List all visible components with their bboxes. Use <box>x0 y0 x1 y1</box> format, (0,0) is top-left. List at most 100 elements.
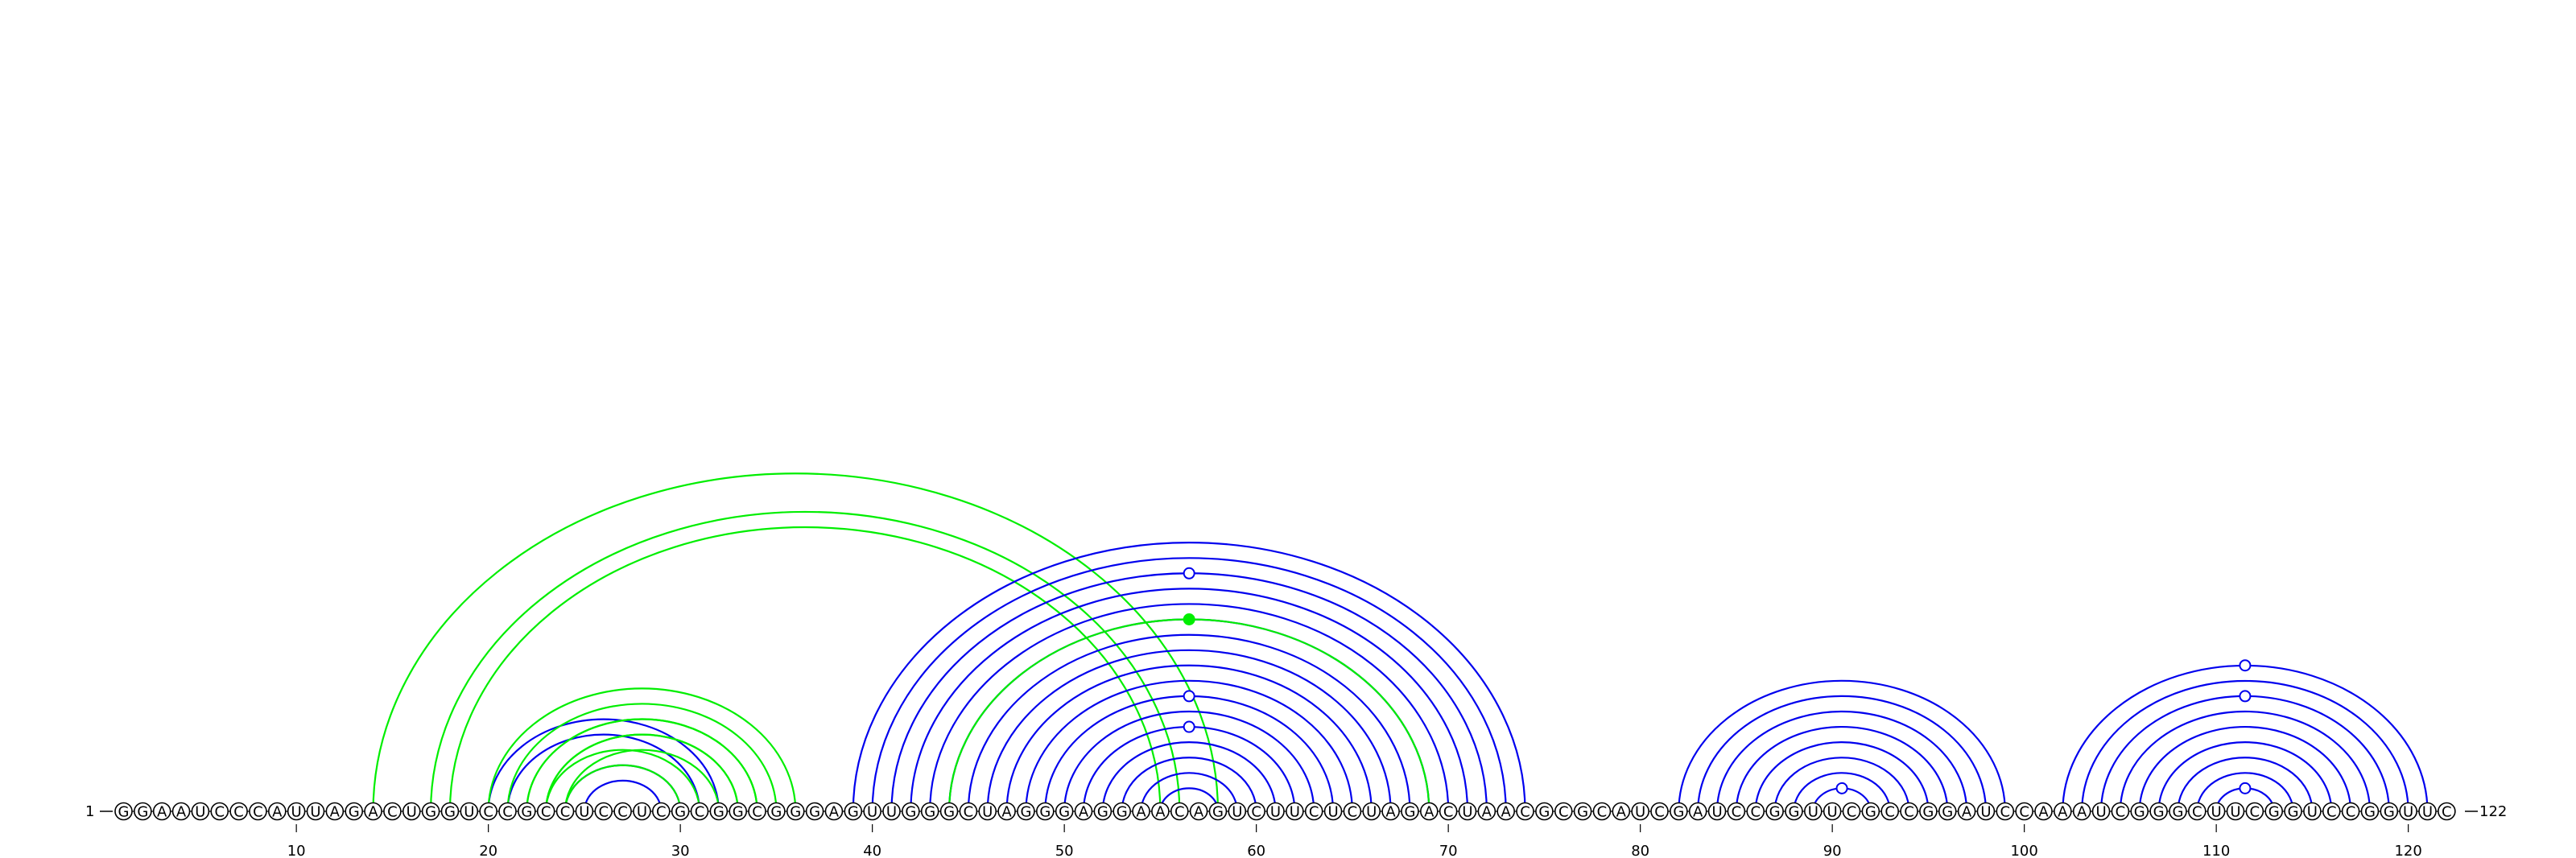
base-pair-arc <box>1697 695 1988 812</box>
nucleotide: G <box>805 802 824 821</box>
nucleotide-circle <box>997 802 1016 821</box>
nucleotide-circle <box>1573 802 1592 821</box>
nucleotide-letter: A <box>330 804 341 821</box>
nucleotide: G <box>920 802 939 821</box>
nucleotide: A <box>1381 802 1400 821</box>
nucleotide-letter: C <box>253 804 263 821</box>
nucleotide-letter: G <box>2288 804 2299 821</box>
nucleotide-circle <box>287 802 306 821</box>
nucleotide-letter: U <box>310 804 320 821</box>
base-pair-arc <box>1082 725 1296 812</box>
nucleotide-letter: A <box>272 804 283 821</box>
nucleotide: C <box>1516 802 1534 821</box>
nucleotide-letter: C <box>2116 804 2126 821</box>
nucleotide-circle <box>1208 802 1228 821</box>
nucleotide: G <box>440 802 460 821</box>
nucleotide-letter: U <box>2307 804 2318 821</box>
tick-label: 20 <box>479 843 497 858</box>
nucleotide-circle <box>959 802 978 821</box>
nucleotide-circle <box>1170 802 1189 821</box>
nucleotide-circle <box>1113 802 1131 821</box>
base-pair-arc <box>564 764 682 812</box>
nucleotide-circle <box>1420 802 1439 821</box>
nucleotide-circle <box>1017 802 1035 821</box>
base-pair-arc <box>910 588 1469 812</box>
nucleotide-circle <box>594 802 613 821</box>
nucleotide-circle <box>767 802 786 821</box>
nucleotide: U <box>1362 802 1381 821</box>
nucleotide-letter: U <box>2211 804 2222 821</box>
nucleotide: U <box>2418 802 2437 821</box>
nucleotide-circle <box>460 802 479 821</box>
nucleotide-letter: U <box>1270 804 1281 821</box>
nucleotide-circle <box>1765 802 1784 821</box>
nucleotide-circle <box>2303 802 2322 821</box>
nucleotide-letter: G <box>2364 804 2376 821</box>
base-pair-arc <box>2081 679 2409 812</box>
nucleotide-circle <box>2418 802 2437 821</box>
nucleotide-circle <box>421 802 440 821</box>
nucleotide: A <box>364 802 382 821</box>
nucleotide-circle <box>1592 802 1612 821</box>
nucleotide-circle <box>633 802 651 821</box>
nucleotide: U <box>2207 802 2226 821</box>
nucleotide-letter: G <box>118 804 130 821</box>
base-pair-arc <box>1159 787 1220 812</box>
base-pair-arc <box>2138 725 2352 812</box>
nucleotide-circle <box>1707 802 1727 821</box>
nucleotide-circle <box>2399 802 2417 821</box>
nucleotide-letter: A <box>157 804 167 821</box>
nucleotide-letter: U <box>1711 804 1722 821</box>
nucleotide-letter: A <box>1079 804 1089 821</box>
nucleotide: G <box>1017 802 1035 821</box>
nucleotide-circle <box>1228 802 1247 821</box>
nucleotide-letter: G <box>1212 804 1224 821</box>
nucleotide-circle <box>1785 802 1803 821</box>
nucleotide-letter: C <box>1558 804 1569 821</box>
nucleotide-letter: G <box>1577 804 1588 821</box>
nucleotide-circle <box>440 802 460 821</box>
arc-apex-marker <box>2239 690 2252 703</box>
nucleotide-circle <box>1381 802 1400 821</box>
nucleotide-circle <box>613 802 632 821</box>
nucleotide: A <box>152 802 171 821</box>
nucleotide-letter: G <box>1097 804 1108 821</box>
nucleotide-letter: C <box>1732 804 1742 821</box>
nucleotide-letter: A <box>1155 804 1166 821</box>
tick-label: 40 <box>863 843 881 858</box>
nucleotide: C <box>1304 802 1323 821</box>
nucleotide-letter: G <box>733 804 744 821</box>
nucleotide-circle <box>267 802 287 821</box>
nucleotide-letter: C <box>1348 804 1358 821</box>
nucleotide: G <box>2264 802 2283 821</box>
nucleotide-circle <box>1496 802 1515 821</box>
arc-apex-marker <box>1183 567 1195 580</box>
nucleotide: A <box>1477 802 1496 821</box>
base-pair-arc <box>1754 741 1930 812</box>
nucleotide-letter: C <box>2250 804 2260 821</box>
nucleotide-letter: G <box>924 804 935 821</box>
nucleotide-letter: G <box>444 804 456 821</box>
nucleotide-letter: A <box>1136 804 1146 821</box>
nucleotide-letter: C <box>233 804 244 821</box>
base-pair-arc <box>1773 757 1910 812</box>
nucleotide-circle <box>1900 802 1918 821</box>
nucleotide-circle <box>844 802 863 821</box>
nucleotide-letter: G <box>1059 804 1070 821</box>
nucleotide-circle <box>1996 802 2015 821</box>
base-pair-arc <box>2119 710 2372 812</box>
nucleotide-letter: U <box>2403 804 2413 821</box>
nucleotide-letter: G <box>1039 804 1051 821</box>
base-pair-arc <box>1005 664 1373 812</box>
nucleotide-letter: C <box>695 804 705 821</box>
nucleotide: C <box>1746 802 1765 821</box>
base-pair-arc <box>448 526 1162 812</box>
nucleotide-letter: C <box>1597 804 1608 821</box>
nucleotide-letter: G <box>1922 804 1934 821</box>
nucleotide: C <box>2015 802 2033 821</box>
nucleotide-circle <box>1823 802 1842 821</box>
nucleotide: A <box>267 802 287 821</box>
nucleotide-letter: C <box>1174 804 1185 821</box>
arc-markers <box>1183 567 2252 794</box>
nucleotide-circle <box>902 802 920 821</box>
